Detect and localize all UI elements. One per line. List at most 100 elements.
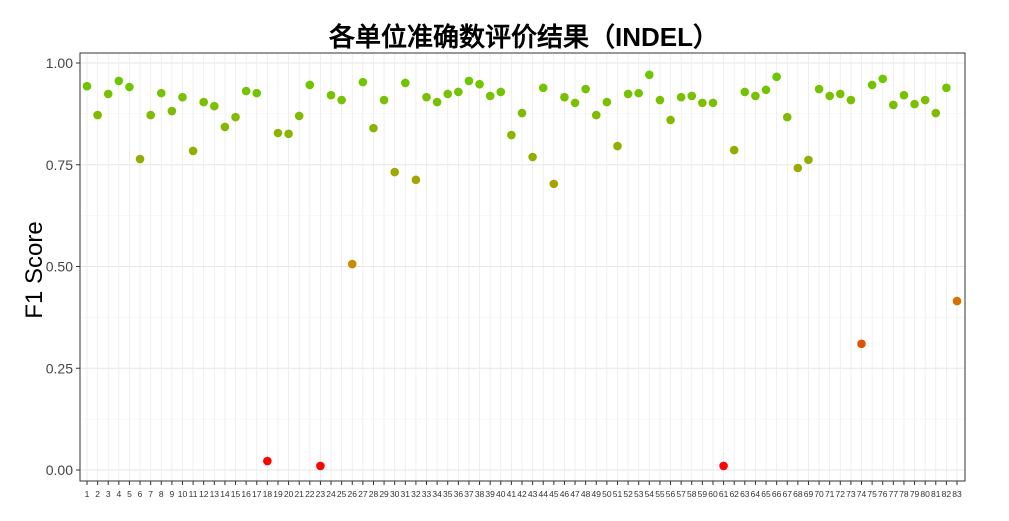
x-tick-label: 83 (952, 489, 962, 499)
data-point (857, 339, 866, 349)
x-tick-label: 67 (783, 489, 793, 499)
data-point (920, 95, 930, 105)
x-tick-label: 19 (273, 489, 283, 499)
data-point (156, 88, 166, 98)
data-point (878, 74, 888, 84)
data-point (899, 90, 909, 100)
x-tick-label: 40 (496, 489, 506, 499)
x-tick-label: 8 (159, 489, 164, 499)
data-point (528, 152, 537, 162)
data-point (326, 90, 336, 100)
x-tick-label: 37 (464, 489, 474, 499)
x-tick-label: 33 (422, 489, 432, 499)
x-tick-label: 22 (305, 489, 315, 499)
x-tick-label: 62 (729, 489, 739, 499)
data-point (655, 95, 665, 105)
data-point (676, 92, 686, 102)
data-point (942, 83, 951, 93)
data-point (623, 89, 633, 99)
data-point (835, 89, 845, 99)
data-point (379, 95, 389, 105)
data-point (146, 110, 155, 120)
y-tick-label: 0.50 (46, 259, 73, 275)
x-tick-label: 9 (170, 489, 175, 499)
x-tick-label: 36 (454, 489, 464, 499)
data-point (751, 91, 760, 101)
data-point (241, 86, 251, 96)
data-point (517, 108, 527, 118)
x-tick-label: 21 (294, 489, 304, 499)
y-axis-label: F1 Score (21, 221, 48, 318)
data-points (82, 70, 962, 471)
data-point (199, 97, 209, 107)
data-point (782, 112, 792, 122)
x-tick-label: 28 (369, 489, 379, 499)
data-point (422, 92, 431, 102)
y-axis: 0.00 0.25 0.50 0.75 1.00 (46, 55, 80, 478)
x-tick-label: 6 (138, 489, 143, 499)
data-point (475, 79, 484, 89)
x-tick-label: 73 (846, 489, 856, 499)
data-point (687, 91, 697, 101)
data-point (740, 87, 750, 97)
data-point (560, 92, 569, 102)
x-tick-label: 74 (857, 489, 867, 499)
data-point (358, 77, 368, 87)
data-point (804, 155, 813, 165)
data-point (294, 111, 304, 121)
data-point (178, 92, 187, 102)
x-tick-label: 20 (284, 489, 294, 499)
data-point (570, 98, 580, 108)
x-tick-label: 32 (411, 489, 421, 499)
data-point (464, 76, 474, 86)
x-tick-label: 43 (528, 489, 538, 499)
data-point (761, 85, 771, 95)
x-tick-label: 79 (910, 489, 920, 499)
x-tick-label: 50 (602, 489, 612, 499)
data-point (867, 80, 877, 90)
x-tick-label: 5 (127, 489, 132, 499)
x-tick-label: 64 (751, 489, 761, 499)
x-tick-label: 23 (316, 489, 326, 499)
x-tick-label: 68 (793, 489, 803, 499)
data-point (400, 78, 410, 88)
gridlines (80, 53, 965, 481)
x-tick-label: 35 (443, 489, 453, 499)
x-tick-label: 63 (740, 489, 750, 499)
y-tick-label: 0.25 (46, 360, 73, 376)
x-tick-label: 15 (231, 489, 241, 499)
y-tick-label: 0.00 (46, 462, 73, 478)
data-point (825, 91, 834, 101)
x-tick-label: 48 (581, 489, 591, 499)
x-tick-label: 16 (241, 489, 251, 499)
y-tick-label: 0.75 (46, 157, 73, 173)
x-tick-label: 26 (348, 489, 358, 499)
data-point (772, 72, 781, 82)
x-axis: 1 2 3 4 5 6 7 8 9 10 11 12 13 14 15 16 17 18 19 20 21 22 23 24 2… (85, 481, 962, 499)
data-point (432, 97, 442, 107)
x-tick-label: 71 (825, 489, 835, 499)
data-point (666, 115, 675, 125)
x-tick-label: 65 (761, 489, 771, 499)
x-tick-label: 56 (666, 489, 676, 499)
data-point (188, 146, 198, 156)
data-point (454, 87, 463, 97)
data-point (82, 81, 92, 91)
x-tick-label: 59 (698, 489, 708, 499)
data-point (263, 456, 272, 466)
x-tick-label: 82 (942, 489, 952, 499)
x-tick-label: 49 (592, 489, 602, 499)
data-point (698, 98, 707, 108)
x-tick-label: 78 (899, 489, 909, 499)
data-point (846, 95, 856, 105)
data-point (210, 101, 219, 111)
data-point (549, 179, 559, 189)
x-tick-label: 45 (549, 489, 559, 499)
data-point (814, 84, 824, 94)
y-tick-label: 1.00 (46, 55, 73, 71)
data-point (93, 110, 102, 120)
x-tick-label: 13 (210, 489, 220, 499)
data-point (634, 88, 644, 98)
data-point (411, 175, 421, 185)
